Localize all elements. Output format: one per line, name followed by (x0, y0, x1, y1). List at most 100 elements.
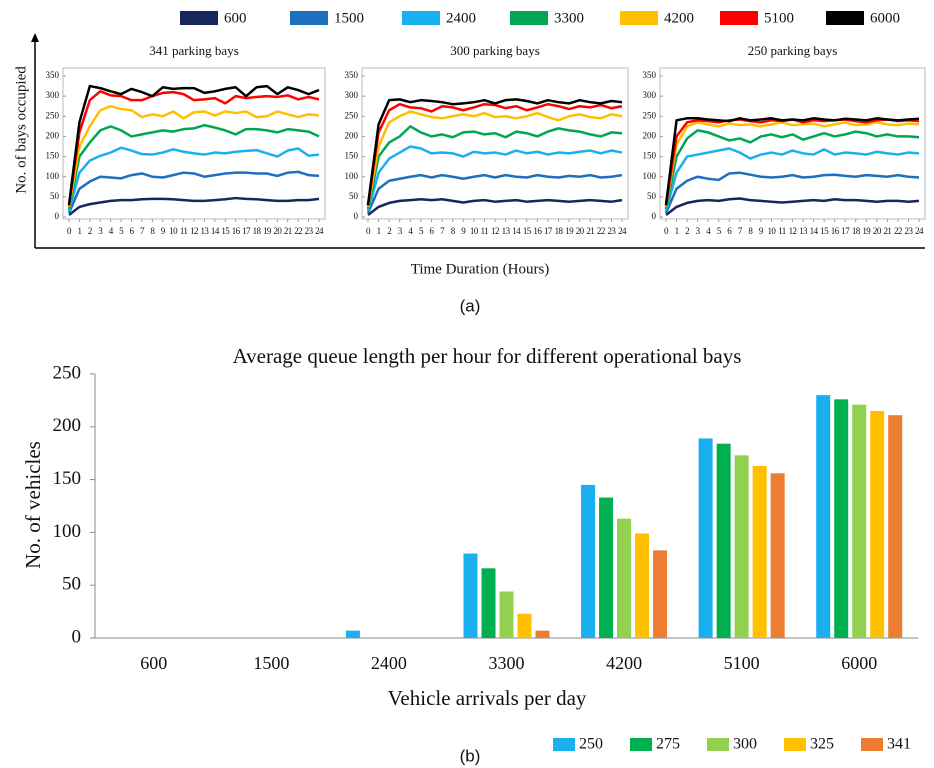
legend-label: 3300 (554, 10, 584, 26)
x-tick-label: 22 (894, 226, 902, 236)
series-line (67, 84, 320, 206)
y-tick-label: 300 (345, 90, 359, 100)
bar (834, 399, 849, 638)
y-tick-label: 150 (643, 151, 657, 161)
series-line (67, 123, 320, 210)
series-line (665, 197, 920, 216)
y-tick-label: 200 (46, 130, 60, 140)
x-axis-label: Vehicle arrivals per day (388, 686, 587, 710)
caption: (b) (460, 746, 481, 765)
x-tick-label: 2 (685, 226, 689, 236)
series-line (664, 117, 920, 206)
x-tick-label: 1 (377, 226, 381, 236)
y-tick-label: 100 (46, 171, 60, 181)
x-tick-label: 14 (512, 226, 521, 236)
series-line (664, 129, 920, 210)
y-tick-label: 250 (643, 110, 657, 120)
x-tick-label: 22 (294, 226, 302, 236)
x-tick-label: 20 (873, 226, 882, 236)
x-tick-label: 9 (759, 226, 764, 236)
x-tick-label: 9 (161, 226, 166, 236)
legend-label: 250 (579, 736, 603, 753)
x-tick-label: 11 (778, 226, 786, 236)
legend-swatch (290, 11, 328, 25)
legend-swatch (620, 11, 658, 25)
x-tick-label: 19 (862, 226, 871, 236)
x-tick-label: 0 (664, 226, 669, 236)
x-tick-label: 16 (831, 226, 840, 236)
x-tick-label: 600 (140, 653, 167, 673)
x-tick-label: 1500 (253, 653, 289, 673)
x-tick-label: 12 (789, 226, 797, 236)
bar (517, 613, 532, 638)
chart-title: 300 parking bays (450, 43, 540, 58)
x-tick-label: 13 (502, 226, 511, 236)
series-line (664, 147, 920, 212)
x-tick-label: 3 (98, 226, 103, 236)
y-tick-label: 250 (46, 110, 60, 120)
bar (653, 550, 668, 638)
y-tick-label: 350 (643, 70, 657, 80)
x-tick-label: 23 (305, 226, 314, 236)
legend-swatch (784, 738, 806, 751)
y-tick-label: 0 (652, 211, 657, 221)
y-tick-label: 200 (53, 415, 82, 436)
legend-swatch (826, 11, 864, 25)
bar (499, 591, 514, 638)
legend-swatch (720, 11, 758, 25)
bar (463, 553, 478, 638)
x-tick-label: 2 (387, 226, 391, 236)
x-tick-label: 21 (586, 226, 594, 236)
x-tick-label: 4 (706, 226, 711, 236)
series-line (366, 98, 623, 206)
y-tick-label: 100 (345, 171, 359, 181)
y-tick-label: 350 (345, 70, 359, 80)
plot-frame (361, 67, 629, 220)
bar (345, 630, 360, 638)
bar (870, 410, 885, 638)
x-tick-label: 4200 (606, 653, 642, 673)
legend-swatch (553, 738, 575, 751)
series-line (68, 196, 320, 216)
x-tick-label: 6 (130, 226, 135, 236)
x-tick-label: 12 (190, 226, 198, 236)
y-tick-label: 0 (72, 626, 82, 647)
bar (481, 568, 496, 638)
x-tick-label: 18 (555, 226, 564, 236)
x-tick-label: 7 (140, 226, 145, 236)
y-tick-label: 100 (643, 171, 657, 181)
y-tick-label: 150 (46, 151, 60, 161)
x-tick-label: 11 (481, 226, 489, 236)
x-tick-label: 11 (180, 226, 188, 236)
x-tick-label: 13 (799, 226, 808, 236)
x-tick-label: 4 (109, 226, 114, 236)
legend-swatch (402, 11, 440, 25)
legend-label: 300 (733, 736, 757, 753)
y-tick-label: 50 (50, 191, 60, 201)
x-tick-label: 5 (419, 226, 424, 236)
x-tick-label: 10 (768, 226, 777, 236)
x-tick-label: 18 (852, 226, 861, 236)
plot-frame (659, 67, 926, 220)
series-line (366, 145, 623, 212)
x-tick-label: 13 (201, 226, 210, 236)
x-tick-label: 8 (748, 226, 753, 236)
x-tick-label: 8 (451, 226, 456, 236)
series-line (664, 121, 920, 208)
series-line (366, 102, 623, 206)
bar (770, 473, 785, 638)
x-tick-label: 1 (675, 226, 679, 236)
legend-swatch (707, 738, 729, 751)
series-line (366, 173, 623, 214)
bar (617, 518, 632, 638)
legend-label: 6000 (870, 10, 900, 26)
chart-title: 250 parking bays (748, 43, 838, 58)
x-tick-label: 15 (820, 226, 829, 236)
legend-label: 600 (224, 10, 247, 26)
x-tick-label: 5 (717, 226, 722, 236)
plot-frame (62, 67, 326, 220)
series-line (67, 146, 320, 212)
x-tick-label: 15 (523, 226, 532, 236)
y-tick-label: 150 (345, 151, 359, 161)
x-tick-label: 3 (696, 226, 701, 236)
